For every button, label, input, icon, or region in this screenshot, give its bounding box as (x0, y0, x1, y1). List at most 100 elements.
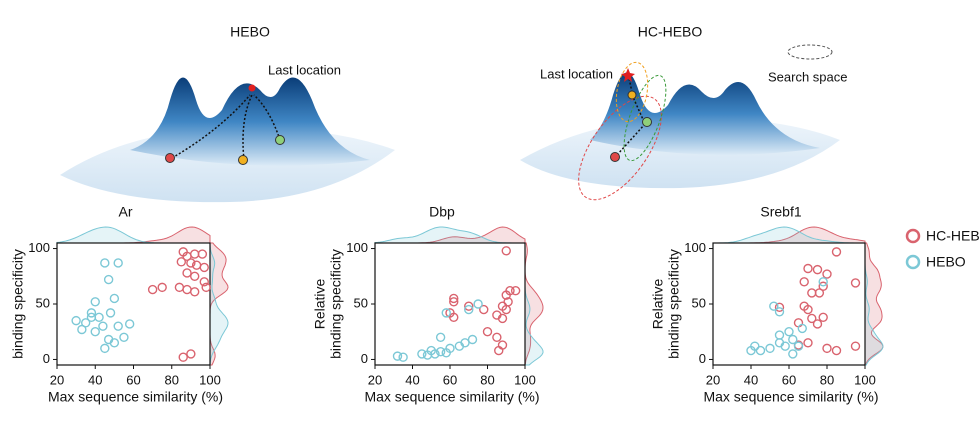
x-tick-label: 40 (744, 372, 758, 387)
scatter-chart: 20 40 60 80 100 0 50 100 Srebf1 Max sequence simi… (650, 204, 884, 405)
data-point (473, 299, 483, 309)
chart-title: Dbp (429, 204, 455, 220)
sample-point (610, 152, 620, 162)
y-tick-label: 50 (692, 295, 706, 310)
data-point (98, 321, 108, 331)
right-illustration: HC-HEBO Last location Search space (520, 24, 848, 201)
data-point (803, 263, 813, 274)
data-point (494, 345, 504, 356)
data-point (818, 312, 828, 323)
x-tick-label: 60 (782, 372, 796, 387)
data-point (492, 332, 502, 342)
data-point (100, 343, 110, 354)
x-tick-label: 60 (126, 372, 140, 387)
y-tick-label: 0 (699, 351, 706, 366)
data-point (189, 287, 200, 297)
y-tick-label: 100 (684, 240, 706, 255)
data-point (178, 352, 188, 362)
data-point (86, 312, 97, 323)
data-point (799, 277, 809, 287)
scatter-chart: 20 40 60 80 100 0 50 100 Ar Max sequence similari… (10, 204, 229, 405)
annotation: Last location (540, 66, 613, 81)
data-point (774, 307, 785, 317)
sample-point (275, 135, 285, 145)
y-axis-label: Relative (650, 279, 666, 330)
x-tick-label: 60 (443, 372, 457, 387)
data-point (822, 343, 832, 354)
sample-point (165, 153, 175, 163)
search-region (615, 61, 649, 123)
data-point (445, 343, 455, 354)
data-point (803, 304, 813, 315)
sample-point (642, 117, 652, 127)
search-region (623, 74, 667, 162)
data-point (435, 332, 446, 342)
data-point (812, 319, 823, 329)
annotation: Search space (768, 69, 848, 84)
x-tick-label: 20 (706, 372, 720, 387)
y-tick-label: 100 (346, 240, 368, 255)
x-tick-label: 80 (165, 372, 179, 387)
data-point (189, 249, 200, 259)
data-point (788, 349, 798, 359)
legend-marker (905, 228, 921, 244)
y-axis-label: binding specificity (10, 249, 26, 359)
legend-marker (905, 254, 921, 270)
x-tick-label: 20 (368, 372, 382, 387)
data-point (441, 308, 451, 318)
data-point (501, 304, 511, 315)
marginal-density (209, 242, 229, 366)
data-point (769, 301, 779, 311)
data-point (479, 304, 489, 315)
data-point (100, 258, 110, 268)
y-tick-label: 0 (43, 351, 50, 366)
data-point (417, 349, 427, 359)
data-point (793, 341, 804, 351)
data-point (464, 301, 474, 311)
sample-point (238, 155, 248, 165)
y-axis-label: binding specificity (328, 249, 344, 359)
data-point (189, 271, 200, 281)
data-point (90, 297, 100, 307)
data-point (105, 308, 116, 318)
legend-label: HC-HEBO (926, 228, 979, 244)
data-point (449, 312, 459, 323)
data-point (109, 293, 120, 304)
data-point (147, 284, 158, 295)
data-point (788, 334, 798, 345)
x-tick-label: 40 (405, 372, 419, 387)
sample-point (627, 90, 637, 100)
data-point (197, 249, 208, 259)
last-point (621, 68, 635, 82)
data-point (449, 293, 459, 304)
data-point (186, 258, 196, 268)
data-point (199, 262, 209, 273)
search-path (171, 94, 281, 161)
data-point (94, 312, 104, 323)
data-point (176, 257, 187, 267)
search-region (578, 95, 662, 201)
x-tick-label: 100 (199, 372, 221, 387)
data-point (460, 338, 470, 348)
data-point (831, 247, 842, 257)
data-point (510, 285, 521, 296)
data-point (182, 268, 192, 278)
x-tick-label: 80 (820, 372, 834, 387)
data-point (426, 345, 436, 356)
data-point (86, 308, 97, 318)
data-point (157, 282, 167, 293)
landscape-peaks (590, 72, 820, 155)
search-space-key (787, 44, 833, 60)
data-point (501, 290, 511, 300)
x-axis-label: Max sequence similarity (%) (703, 389, 878, 405)
data-point (398, 352, 408, 362)
data-point (803, 338, 813, 348)
data-point (784, 327, 794, 337)
landscape-peaks (130, 77, 370, 166)
data-point (774, 302, 785, 313)
data-point (765, 343, 775, 354)
data-point (174, 282, 185, 293)
scatter-chart: 20 40 60 80 100 0 50 100 Dbp Max sequence similar… (312, 204, 544, 405)
